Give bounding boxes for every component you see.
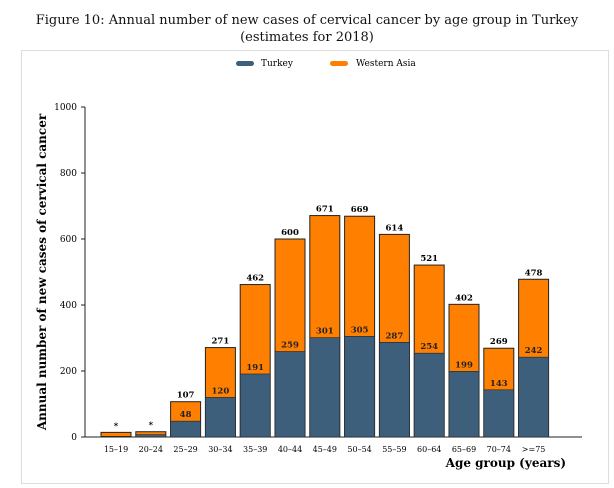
bar-turkey (274, 351, 306, 438)
x-tick-label: 25–29 (173, 445, 197, 454)
x-tick-label: 55–59 (382, 445, 406, 454)
data-label-western-asia: 478 (525, 268, 543, 278)
x-tick-label: 45–49 (313, 445, 337, 454)
data-label-western-asia: 107 (177, 391, 195, 401)
legend-swatch-western-asia (330, 61, 348, 66)
x-tick-label: 40–44 (278, 445, 302, 454)
data-label-turkey: 242 (525, 346, 543, 356)
x-axis-label: Age group (years) (445, 456, 566, 470)
y-tick-label: 400 (60, 301, 77, 311)
data-label-turkey: 301 (316, 327, 334, 337)
bar-turkey (518, 356, 549, 438)
bar-turkey (448, 371, 480, 438)
data-label-western-asia: 600 (281, 228, 299, 238)
data-label-western-asia: 271 (212, 337, 230, 347)
y-tick-label: 200 (60, 367, 77, 377)
bar-turkey (135, 434, 167, 438)
data-label-turkey: 120 (212, 386, 230, 396)
data-label-western-asia: 462 (246, 274, 264, 284)
data-label-western-asia: 614 (386, 223, 404, 233)
x-tick-label: 30–34 (208, 445, 232, 454)
data-label-western-asia: 402 (455, 293, 473, 303)
x-tick-label: 20–24 (139, 445, 163, 454)
data-label-turkey: 254 (420, 342, 438, 352)
y-axis-label: Annual number of new cases of cervical c… (35, 113, 49, 431)
data-label-western-asia: 671 (316, 205, 334, 215)
bar-turkey (309, 337, 341, 438)
x-tick-label: 35–39 (243, 445, 267, 454)
y-tick-label: 600 (60, 235, 77, 245)
chart-frame (21, 50, 609, 484)
bar-turkey (100, 436, 132, 438)
data-label-turkey: 305 (351, 325, 369, 335)
y-tick-label: 1000 (54, 103, 77, 113)
bar-turkey (239, 373, 271, 438)
bar-turkey (205, 397, 236, 438)
data-label-turkey: 143 (490, 379, 508, 389)
bar-turkey (379, 341, 410, 438)
data-label-turkey: 191 (246, 363, 264, 373)
data-label-turkey: 287 (386, 331, 404, 341)
x-tick-label: 70–74 (487, 445, 511, 454)
data-label-turkey: 259 (281, 341, 299, 351)
bar-turkey (170, 420, 201, 438)
x-tick-label: 60–64 (417, 445, 441, 454)
data-label-western-asia: 269 (490, 337, 508, 347)
legend-swatch-turkey (236, 61, 254, 66)
legend-label-western-asia: Western Asia (356, 59, 416, 69)
data-label-western-asia: * (149, 421, 154, 431)
x-tick-label: 15–19 (104, 445, 128, 454)
y-tick-label: 800 (60, 169, 77, 179)
legend-label-turkey: Turkey (261, 59, 294, 69)
x-tick-label: >=75 (522, 445, 546, 454)
bar-turkey (344, 336, 375, 438)
x-tick-label: 65–69 (452, 445, 476, 454)
data-label-turkey: 48 (180, 410, 192, 420)
data-label-western-asia: * (114, 421, 119, 431)
x-tick-label: 50–54 (347, 445, 371, 454)
bar-turkey (483, 389, 515, 438)
data-label-turkey: 199 (455, 360, 473, 370)
y-tick-label: 0 (71, 433, 77, 443)
bar-turkey (413, 352, 445, 438)
data-label-western-asia: 669 (351, 205, 369, 215)
chart-title: Figure 10: Annual number of new cases of… (35, 13, 579, 45)
data-label-western-asia: 521 (420, 254, 438, 264)
